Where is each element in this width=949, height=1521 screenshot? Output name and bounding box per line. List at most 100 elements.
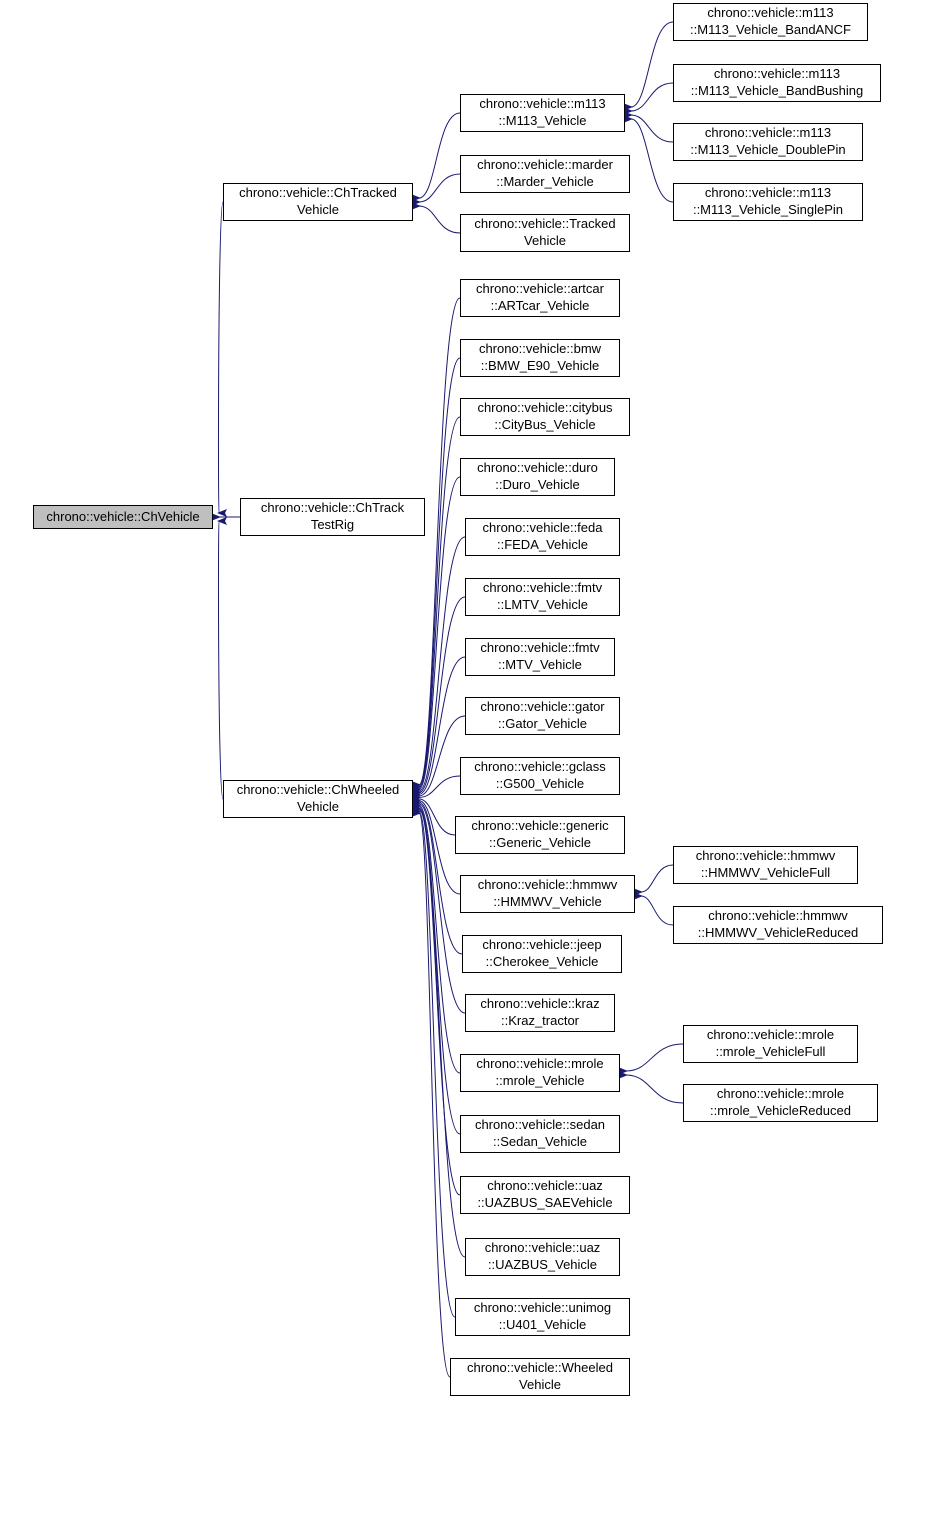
class-node-TrackedVehicle[interactable]: chrono::vehicle::TrackedVehicle [460, 214, 630, 252]
node-label-line1: chrono::vehicle::unimog [474, 1300, 611, 1317]
inheritance-edge [419, 812, 455, 1317]
node-label-line2: ::G500_Vehicle [496, 776, 584, 793]
node-label-line2: ::M113_Vehicle_SinglePin [693, 202, 843, 219]
inheritance-edge [419, 801, 460, 894]
class-node-ChTracked[interactable]: chrono::vehicle::ChTrackedVehicle [223, 183, 413, 221]
inheritance-edge [419, 206, 460, 233]
inheritance-edge [419, 417, 460, 788]
class-node-CityBus[interactable]: chrono::vehicle::citybus::CityBus_Vehicl… [460, 398, 630, 436]
class-node-M113_Vehicle[interactable]: chrono::vehicle::m113::M113_Vehicle [460, 94, 625, 132]
class-node-root[interactable]: chrono::vehicle::ChVehicle [33, 505, 213, 529]
node-label-line1: chrono::vehicle::citybus [477, 400, 612, 417]
class-node-UAZBUS_SAE[interactable]: chrono::vehicle::uaz::UAZBUS_SAEVehicle [460, 1176, 630, 1214]
class-node-LMTV[interactable]: chrono::vehicle::fmtv::LMTV_Vehicle [465, 578, 620, 616]
class-node-Unimog[interactable]: chrono::vehicle::unimog::U401_Vehicle [455, 1298, 630, 1336]
inheritance-edge [631, 22, 673, 107]
class-node-Generic[interactable]: chrono::vehicle::generic::Generic_Vehicl… [455, 816, 625, 854]
inheritance-edge [631, 83, 673, 111]
class-node-HMMWV_Reduced[interactable]: chrono::vehicle::hmmwv::HMMWV_VehicleRed… [673, 906, 883, 944]
node-label-line2: ::M113_Vehicle_BandANCF [690, 22, 851, 39]
node-label-line1: chrono::vehicle::uaz [487, 1178, 603, 1195]
node-label-line2: ::Marder_Vehicle [496, 174, 594, 191]
class-node-Sedan[interactable]: chrono::vehicle::sedan::Sedan_Vehicle [460, 1115, 620, 1153]
class-node-M113_SinglePin[interactable]: chrono::vehicle::m113::M113_Vehicle_Sing… [673, 183, 863, 221]
class-node-ChTrackTestRig[interactable]: chrono::vehicle::ChTrackTestRig [240, 498, 425, 536]
inheritance-edge [419, 477, 460, 790]
inheritance-edge [641, 865, 673, 892]
class-node-G500[interactable]: chrono::vehicle::gclass::G500_Vehicle [460, 757, 620, 795]
node-label-line1: chrono::vehicle::ChTracked [239, 185, 397, 202]
node-label-line1: chrono::vehicle::mrole [707, 1027, 834, 1044]
inheritance-edge [419, 810, 465, 1257]
node-label-line1: chrono::vehicle::generic [471, 818, 608, 835]
node-label-line2: Vehicle [524, 233, 566, 250]
node-label-line1: chrono::vehicle::mrole [717, 1086, 844, 1103]
inheritance-edge [419, 807, 460, 1134]
class-node-BMW[interactable]: chrono::vehicle::bmw::BMW_E90_Vehicle [460, 339, 620, 377]
node-label-line1: chrono::vehicle::hmmwv [708, 908, 847, 925]
node-label-line2: ::U401_Vehicle [499, 1317, 586, 1334]
node-label-line1: chrono::vehicle::marder [477, 157, 613, 174]
inheritance-edge [626, 1044, 683, 1071]
class-node-HMMWV[interactable]: chrono::vehicle::hmmwv::HMMWV_Vehicle [460, 875, 635, 913]
node-label-line2: ::CityBus_Vehicle [494, 417, 595, 434]
class-node-mrole[interactable]: chrono::vehicle::mrole::mrole_Vehicle [460, 1054, 620, 1092]
node-label-line2: ::FEDA_Vehicle [497, 537, 588, 554]
class-node-ARTcar[interactable]: chrono::vehicle::artcar::ARTcar_Vehicle [460, 279, 620, 317]
inheritance-edge [419, 537, 465, 791]
inheritance-edge [419, 298, 460, 785]
class-node-MTV[interactable]: chrono::vehicle::fmtv::MTV_Vehicle [465, 638, 615, 676]
node-label-line1: chrono::vehicle::artcar [476, 281, 604, 298]
inheritance-edge [419, 657, 465, 794]
node-label-line2: ::M113_Vehicle_DoublePin [690, 142, 845, 159]
node-label-line1: chrono::vehicle::fmtv [483, 580, 602, 597]
class-node-Kraz[interactable]: chrono::vehicle::kraz::Kraz_tractor [465, 994, 615, 1032]
node-label-line1: chrono::vehicle::gator [480, 699, 604, 716]
class-node-HMMWV_Full[interactable]: chrono::vehicle::hmmwv::HMMWV_VehicleFul… [673, 846, 858, 884]
node-label-line2: ::mrole_VehicleFull [716, 1044, 826, 1061]
class-node-mrole_Reduced[interactable]: chrono::vehicle::mrole::mrole_VehicleRed… [683, 1084, 878, 1122]
node-label-line2: ::HMMWV_VehicleReduced [698, 925, 858, 942]
node-label-line1: chrono::vehicle::ChWheeled [237, 782, 400, 799]
inheritance-edge [631, 115, 673, 142]
node-label-line2: Vehicle [519, 1377, 561, 1394]
node-label-line1: chrono::vehicle::hmmwv [696, 848, 835, 865]
class-node-Jeep[interactable]: chrono::vehicle::jeep::Cherokee_Vehicle [462, 935, 622, 973]
node-label-line1: chrono::vehicle::m113 [705, 125, 831, 142]
node-label-line2: ::Generic_Vehicle [489, 835, 591, 852]
node-label-line1: chrono::vehicle::duro [477, 460, 598, 477]
node-label-line2: ::Gator_Vehicle [498, 716, 587, 733]
inheritance-edge [631, 119, 673, 202]
class-node-mrole_Full[interactable]: chrono::vehicle::mrole::mrole_VehicleFul… [683, 1025, 858, 1063]
class-node-Wheeled[interactable]: chrono::vehicle::WheeledVehicle [450, 1358, 630, 1396]
node-label-line1: chrono::vehicle::m113 [479, 96, 605, 113]
class-node-M113_DoublePin[interactable]: chrono::vehicle::m113::M113_Vehicle_Doub… [673, 123, 863, 161]
class-node-M113_BandBushing[interactable]: chrono::vehicle::m113::M113_Vehicle_Band… [673, 64, 881, 102]
node-label-line2: ::Kraz_tractor [501, 1013, 579, 1030]
node-label-line1: chrono::vehicle::mrole [476, 1056, 603, 1073]
node-label-line1: chrono::vehicle::hmmwv [478, 877, 617, 894]
inheritance-edge [419, 597, 465, 793]
inheritance-edge [218, 521, 223, 799]
node-label-line1: chrono::vehicle::ChVehicle [46, 509, 199, 526]
class-node-Gator[interactable]: chrono::vehicle::gator::Gator_Vehicle [465, 697, 620, 735]
class-node-FEDA[interactable]: chrono::vehicle::feda::FEDA_Vehicle [465, 518, 620, 556]
inheritance-edge [419, 805, 460, 1073]
node-label-line2: TestRig [311, 517, 354, 534]
node-label-line1: chrono::vehicle::bmw [479, 341, 601, 358]
node-label-line1: chrono::vehicle::ChTrack [261, 500, 404, 517]
node-label-line1: chrono::vehicle::kraz [480, 996, 599, 1013]
node-label-line2: ::M113_Vehicle_BandBushing [691, 83, 864, 100]
node-label-line1: chrono::vehicle::fmtv [480, 640, 599, 657]
node-label-line2: ::BMW_E90_Vehicle [481, 358, 600, 375]
class-node-ChWheeled[interactable]: chrono::vehicle::ChWheeledVehicle [223, 780, 413, 818]
class-node-M113_BandANCF[interactable]: chrono::vehicle::m113::M113_Vehicle_Band… [673, 3, 868, 41]
inheritance-edge [419, 799, 455, 835]
class-node-Duro[interactable]: chrono::vehicle::duro::Duro_Vehicle [460, 458, 615, 496]
inheritance-edge [419, 113, 460, 198]
class-hierarchy-diagram: chrono::vehicle::ChVehiclechrono::vehicl… [0, 0, 949, 1521]
node-label-line1: chrono::vehicle::Tracked [474, 216, 615, 233]
node-label-line2: ::ARTcar_Vehicle [491, 298, 590, 315]
class-node-UAZBUS[interactable]: chrono::vehicle::uaz::UAZBUS_Vehicle [465, 1238, 620, 1276]
class-node-Marder_Vehicle[interactable]: chrono::vehicle::marder::Marder_Vehicle [460, 155, 630, 193]
